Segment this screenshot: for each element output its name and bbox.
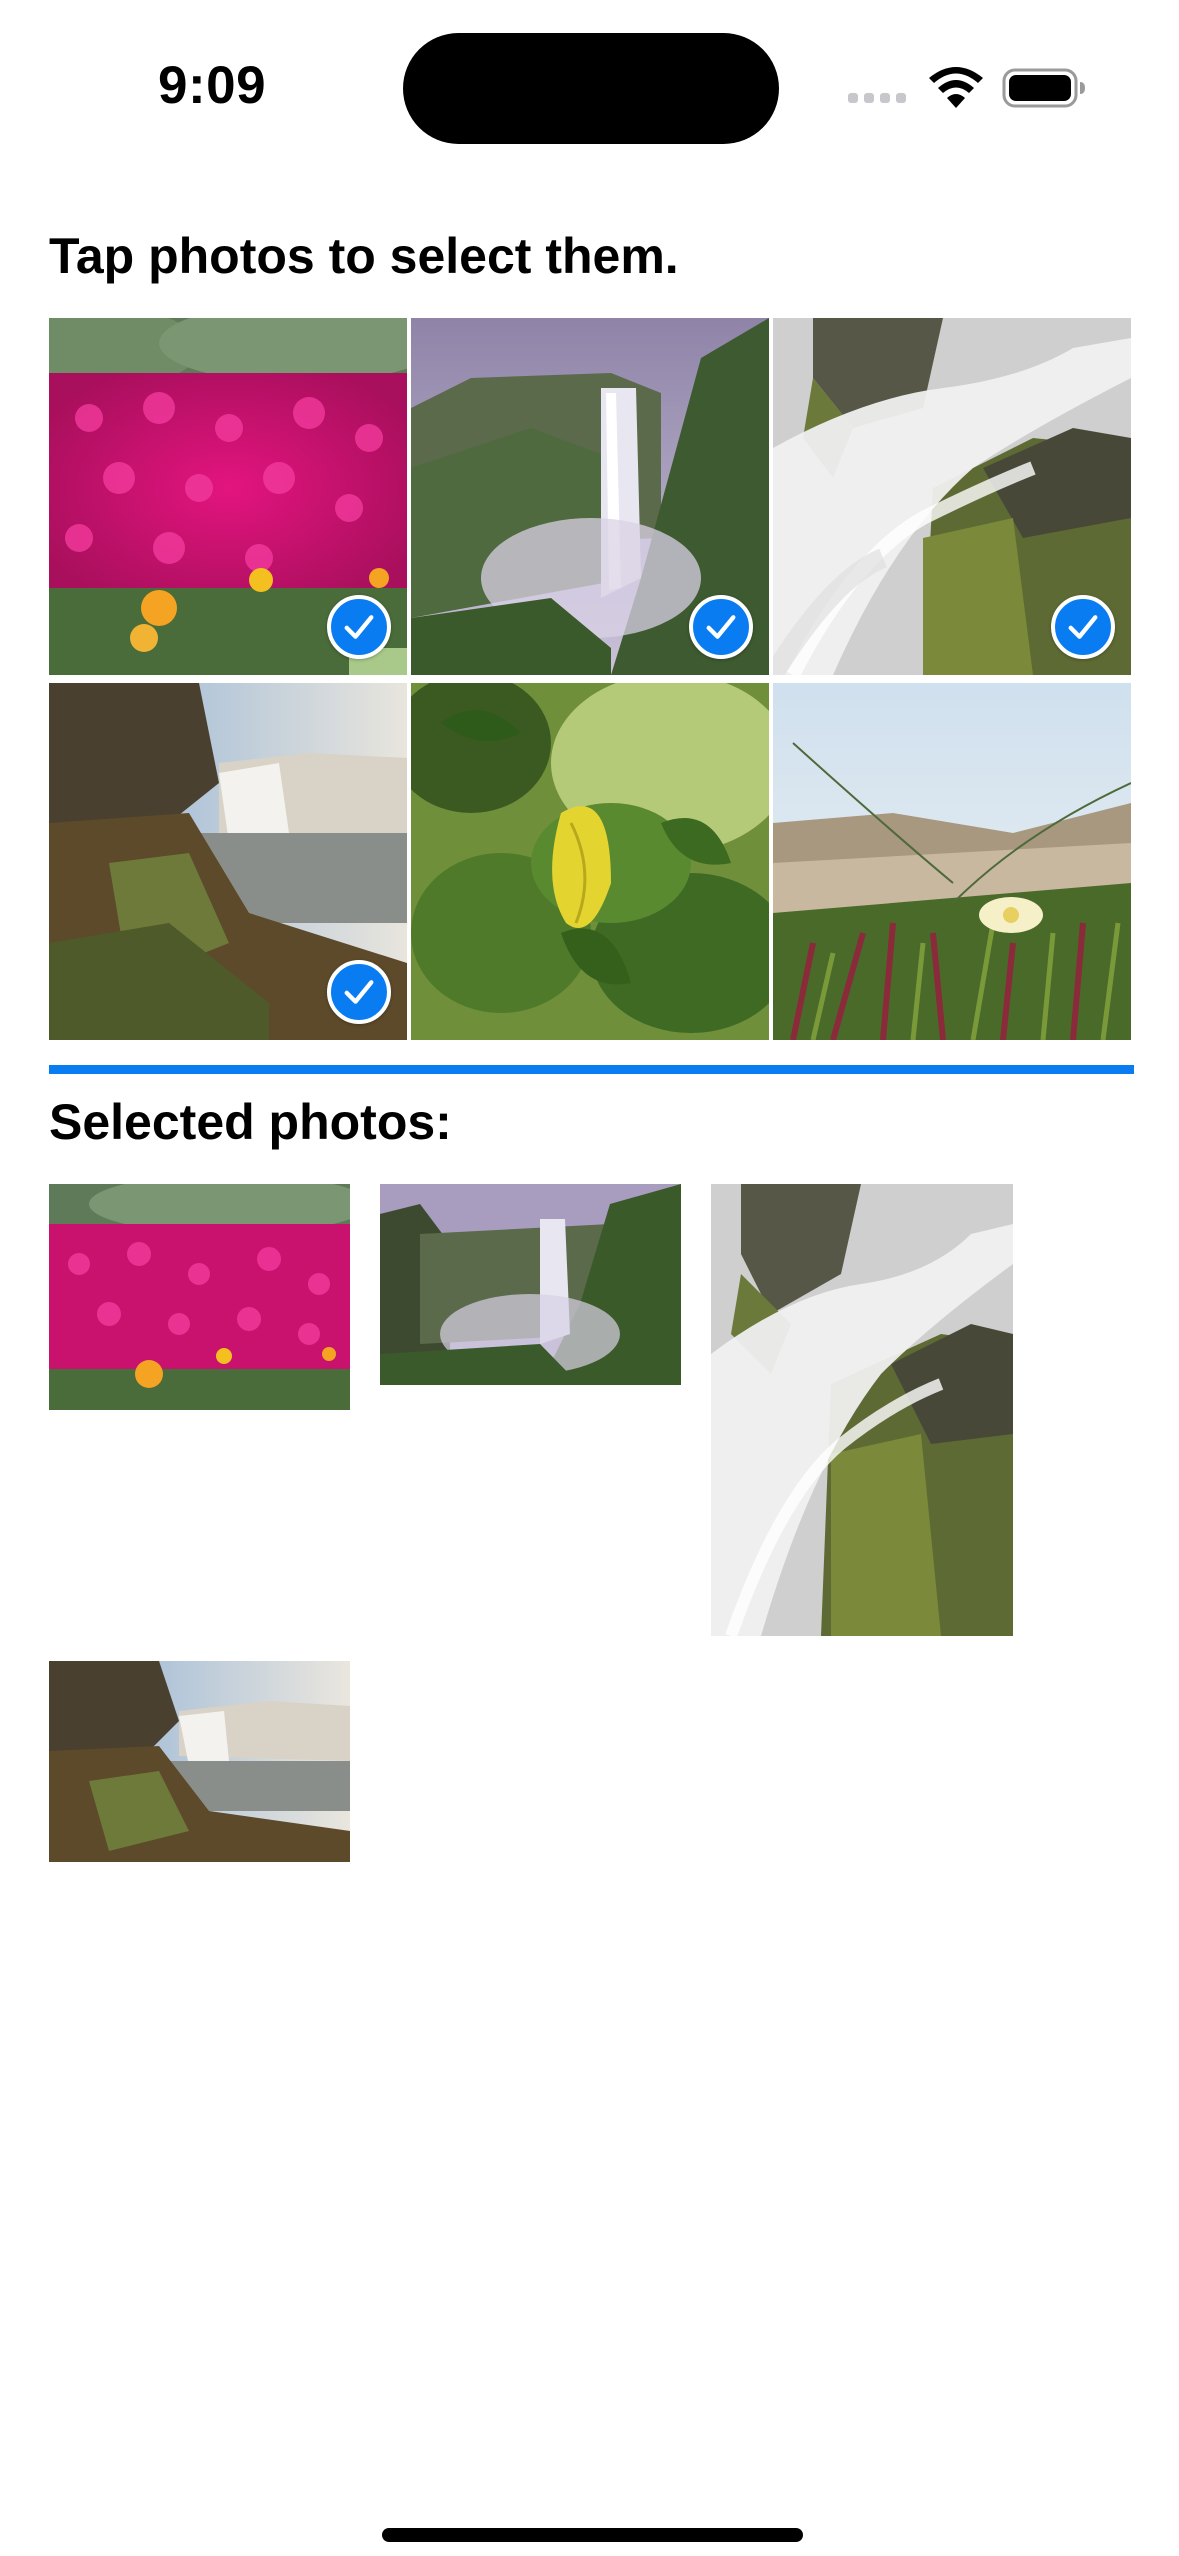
photo-coast-waterfall [49,683,407,1040]
photo-tile-mossy-rocks-waterfall[interactable] [773,318,1131,675]
photo-valley-waterfall [411,318,769,675]
photo-tile-beach-grass[interactable] [773,683,1131,1040]
photo-green-leaves [411,683,769,1040]
divider-bar [49,1065,1134,1074]
battery-icon [1002,68,1085,108]
status-time: 9:09 [158,56,267,115]
checkmark-icon [689,595,753,659]
selected-photo-valley-waterfall [380,1184,681,1385]
selected-photo-pink-flowers [49,1184,350,1410]
wifi-icon [929,67,983,108]
page-title: Tap photos to select them. [49,228,679,284]
photo-pink-flowers [49,318,407,675]
checkmark-icon [327,595,391,659]
photo-tile-pink-flowers[interactable] [49,318,407,675]
photo-tile-coast-waterfall[interactable] [49,683,407,1040]
cellular-signal-icon [848,93,906,103]
photo-grid [49,318,1132,1040]
checkmark-icon [1051,595,1115,659]
dynamic-island [403,33,779,144]
checkmark-icon [327,960,391,1024]
selected-photo-mossy-rocks-waterfall [711,1184,1013,1636]
photo-beach-grass [773,683,1131,1040]
photo-tile-green-leaves[interactable] [411,683,769,1040]
selected-photos-title: Selected photos: [49,1094,452,1150]
home-indicator[interactable] [382,2528,803,2542]
selected-photo-coast-waterfall [49,1661,350,1862]
photo-tile-valley-waterfall[interactable] [411,318,769,675]
